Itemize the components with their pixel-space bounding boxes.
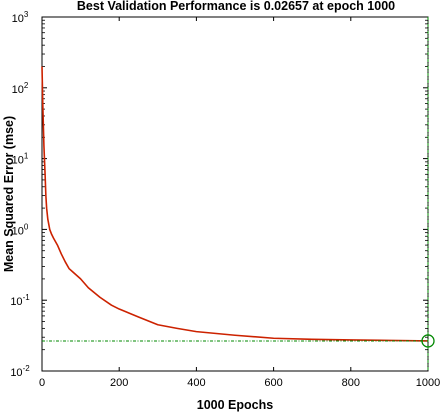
best-marker-layer bbox=[42, 17, 435, 371]
y-tick-base: 10 bbox=[12, 13, 24, 25]
chart-title: Best Validation Performance is 0.02657 a… bbox=[77, 0, 395, 13]
x-axis-label: 1000 Epochs bbox=[197, 398, 273, 412]
x-tick-label: 400 bbox=[187, 377, 205, 389]
y-tick-exponent: 0 bbox=[24, 222, 29, 231]
y-tick-exponent: 1 bbox=[24, 152, 29, 161]
series-layer bbox=[41, 66, 429, 342]
y-tick-exponent: -2 bbox=[23, 364, 31, 373]
y-tick-label: 101 bbox=[12, 152, 29, 167]
y-tick-label: 10-2 bbox=[10, 364, 30, 379]
y-tick-base: 10 bbox=[10, 367, 22, 379]
x-axis: 0 200 400 600 800 1000 bbox=[39, 17, 440, 389]
plot-area bbox=[41, 16, 429, 372]
y-tick-label: 10-1 bbox=[10, 293, 30, 308]
y-tick-label: 102 bbox=[12, 81, 29, 96]
x-tick-label: 200 bbox=[110, 377, 128, 389]
series-line bbox=[41, 66, 429, 342]
x-tick-label: 600 bbox=[264, 377, 282, 389]
y-tick-exponent: -1 bbox=[23, 293, 31, 302]
y-tick-label: 100 bbox=[12, 222, 29, 237]
best-marker bbox=[421, 334, 435, 348]
y-axis-label: Mean Squared Error (mse) bbox=[2, 116, 16, 272]
y-tick-exponent: 3 bbox=[24, 10, 29, 19]
y-tick-base: 10 bbox=[12, 225, 24, 237]
x-tick-label: 0 bbox=[39, 377, 45, 389]
y-tick-exponent: 2 bbox=[24, 81, 29, 90]
y-tick-base: 10 bbox=[12, 84, 24, 96]
x-tick-label: 800 bbox=[342, 377, 360, 389]
y-tick-base: 10 bbox=[10, 296, 22, 308]
y-tick-base: 10 bbox=[12, 155, 24, 167]
x-tick-label: 1000 bbox=[416, 377, 440, 389]
y-tick-label: 103 bbox=[12, 10, 29, 25]
